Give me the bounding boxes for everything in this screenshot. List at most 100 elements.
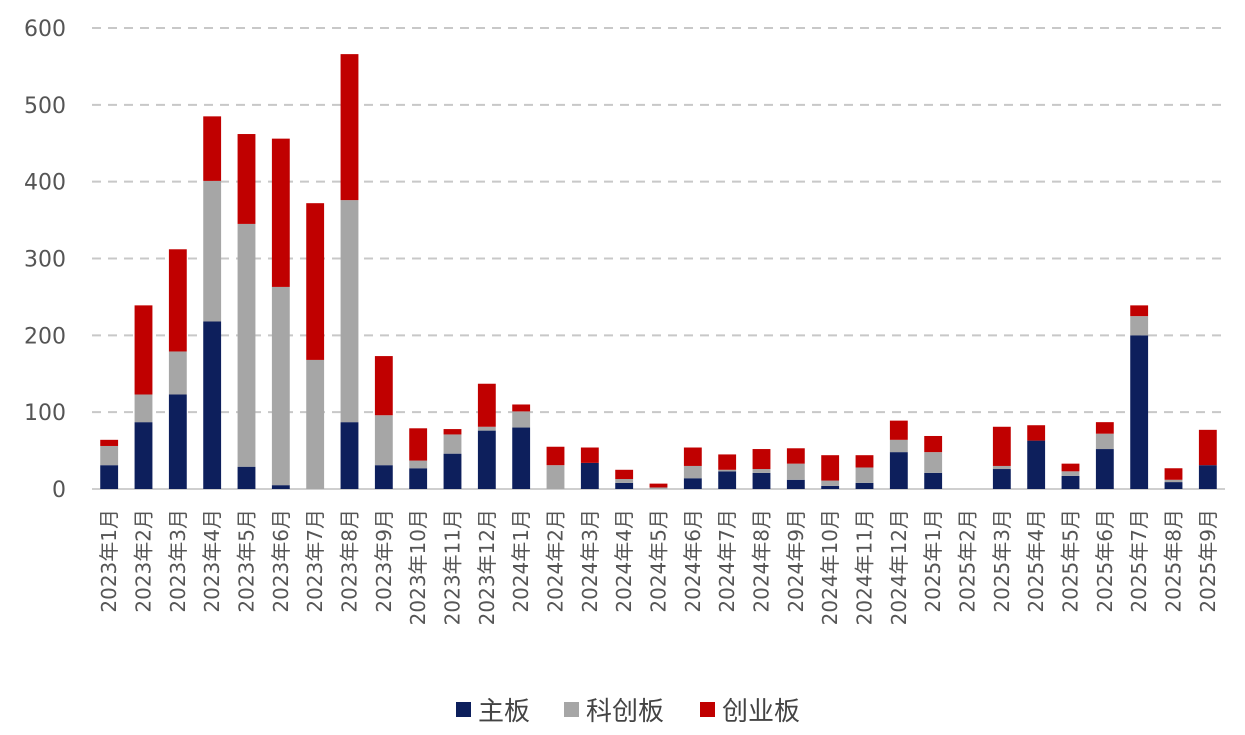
legend-label: 主板	[478, 697, 530, 727]
x-tick-label: 2024年3月	[578, 509, 602, 613]
bar-segment-star-market	[1130, 316, 1149, 336]
bar-segment-main-board	[683, 478, 702, 489]
bar-segment-main-board	[786, 479, 805, 489]
bar-segment-chinext	[443, 429, 462, 435]
x-tick-label: 2025年4月	[1024, 509, 1048, 613]
x-tick-label: 2024年5月	[647, 509, 671, 613]
bar-segment-main-board	[168, 394, 187, 489]
bar-segment-main-board	[855, 482, 874, 489]
x-tick-label: 2024年11月	[853, 509, 877, 625]
bar-segment-main-board	[821, 485, 840, 489]
bar-segment-star-market	[1164, 479, 1183, 483]
bar-segment-main-board	[924, 472, 943, 489]
bar-segment-chinext	[546, 446, 565, 466]
bar-segment-main-board	[992, 469, 1011, 489]
bar-segment-star-market	[477, 426, 496, 431]
bar-segment-main-board	[1095, 449, 1114, 489]
x-tick-label: 2025年3月	[990, 509, 1014, 613]
bar-segment-chinext	[512, 404, 531, 412]
bar-segment-main-board	[512, 427, 531, 489]
bar-segment-star-market	[546, 465, 565, 489]
x-tick-label: 2024年8月	[750, 509, 774, 613]
bar-segment-star-market	[615, 479, 634, 483]
x-tick-label: 2023年8月	[338, 509, 362, 613]
bar-segment-chinext	[786, 448, 805, 464]
y-tick-label: 200	[24, 324, 66, 349]
bar-segment-main-board	[100, 465, 119, 489]
bar-segment-star-market	[718, 469, 737, 472]
bar-segment-main-board	[477, 430, 496, 489]
bar-segment-main-board	[889, 452, 908, 489]
bar-segment-chinext	[992, 426, 1011, 466]
bar-segment-chinext	[477, 383, 496, 427]
bar-segment-chinext	[821, 455, 840, 481]
y-tick-label: 0	[52, 478, 66, 503]
bar-segment-chinext	[718, 454, 737, 470]
bar-segment-star-market	[752, 469, 771, 473]
bar-segment-star-market	[1095, 433, 1114, 450]
bar-segment-chinext	[271, 138, 290, 287]
bar-segment-chinext	[1095, 422, 1114, 434]
x-tick-label: 2024年2月	[544, 509, 568, 613]
x-tick-label: 2024年6月	[681, 509, 705, 613]
x-tick-label: 2024年10月	[818, 509, 842, 625]
y-tick-label: 600	[24, 17, 66, 42]
x-tick-label: 2025年1月	[921, 509, 945, 613]
bar-segment-star-market	[1061, 471, 1080, 476]
bar-segment-chinext	[1130, 305, 1149, 317]
bar-segment-star-market	[683, 465, 702, 479]
bar-segment-chinext	[752, 449, 771, 470]
bar-segment-chinext	[1061, 463, 1080, 472]
bar-segment-chinext	[1198, 429, 1217, 466]
bar-segment-star-market	[992, 465, 1011, 470]
y-tick-label: 400	[24, 171, 66, 196]
bar-segment-star-market	[271, 286, 290, 486]
legend-label: 科创板	[586, 697, 664, 727]
bar-segment-main-board	[374, 465, 393, 489]
x-tick-label: 2024年12月	[887, 509, 911, 625]
bar-segment-star-market	[821, 480, 840, 486]
bar-segment-star-market	[306, 359, 325, 489]
x-tick-label: 2023年2月	[132, 509, 156, 613]
y-tick-label: 500	[24, 94, 66, 119]
bar-segment-star-market	[203, 180, 222, 322]
bar-segment-star-market	[855, 467, 874, 483]
bar-segment-star-market	[409, 460, 428, 469]
legend-label: 创业板	[722, 697, 800, 727]
bar-segment-chinext	[306, 203, 325, 360]
bar-segment-main-board	[134, 422, 153, 489]
x-tick-label: 2025年2月	[956, 509, 980, 613]
y-axis-ticks: 0 100 200 300 400 500 600	[24, 17, 66, 503]
x-tick-label: 2024年9月	[784, 509, 808, 613]
bar-segment-star-market	[100, 445, 119, 466]
x-tick-label: 2023年10月	[406, 509, 430, 625]
bar-segment-star-market	[786, 463, 805, 480]
x-tick-label: 2023年12月	[475, 509, 499, 625]
bar-segment-star-market	[340, 200, 359, 423]
x-tick-label: 2023年7月	[303, 509, 327, 613]
bar-segment-chinext	[924, 435, 943, 453]
bar-segment-chinext	[340, 54, 359, 201]
bar-segment-chinext	[134, 305, 153, 395]
bar-segment-main-board	[340, 422, 359, 489]
bar-segment-chinext	[100, 439, 119, 446]
bar-segment-main-board	[615, 482, 634, 489]
x-axis-ticks: 2023年1月 2023年2月 2023年3月 2023年4月 2023年5月 2023年…	[97, 509, 1220, 625]
x-tick-label: 2025年5月	[1059, 509, 1083, 613]
bar-segment-main-board	[1027, 440, 1046, 489]
legend: 主板 科创板 创业板	[456, 697, 800, 727]
x-tick-label: 2023年5月	[235, 509, 259, 613]
bar-segment-chinext	[615, 469, 634, 480]
bar-segment-main-board	[443, 453, 462, 489]
legend-swatch	[564, 702, 579, 717]
x-tick-label: 2025年9月	[1196, 509, 1220, 613]
bar-segment-main-board	[237, 466, 256, 489]
x-tick-label: 2024年1月	[509, 509, 533, 613]
bar-segment-main-board	[409, 468, 428, 489]
gridlines	[92, 27, 1225, 490]
bar-segment-chinext	[168, 249, 187, 352]
bar-segment-star-market	[649, 487, 668, 489]
x-tick-label: 2023年6月	[269, 509, 293, 613]
bar-segment-chinext	[855, 455, 874, 468]
